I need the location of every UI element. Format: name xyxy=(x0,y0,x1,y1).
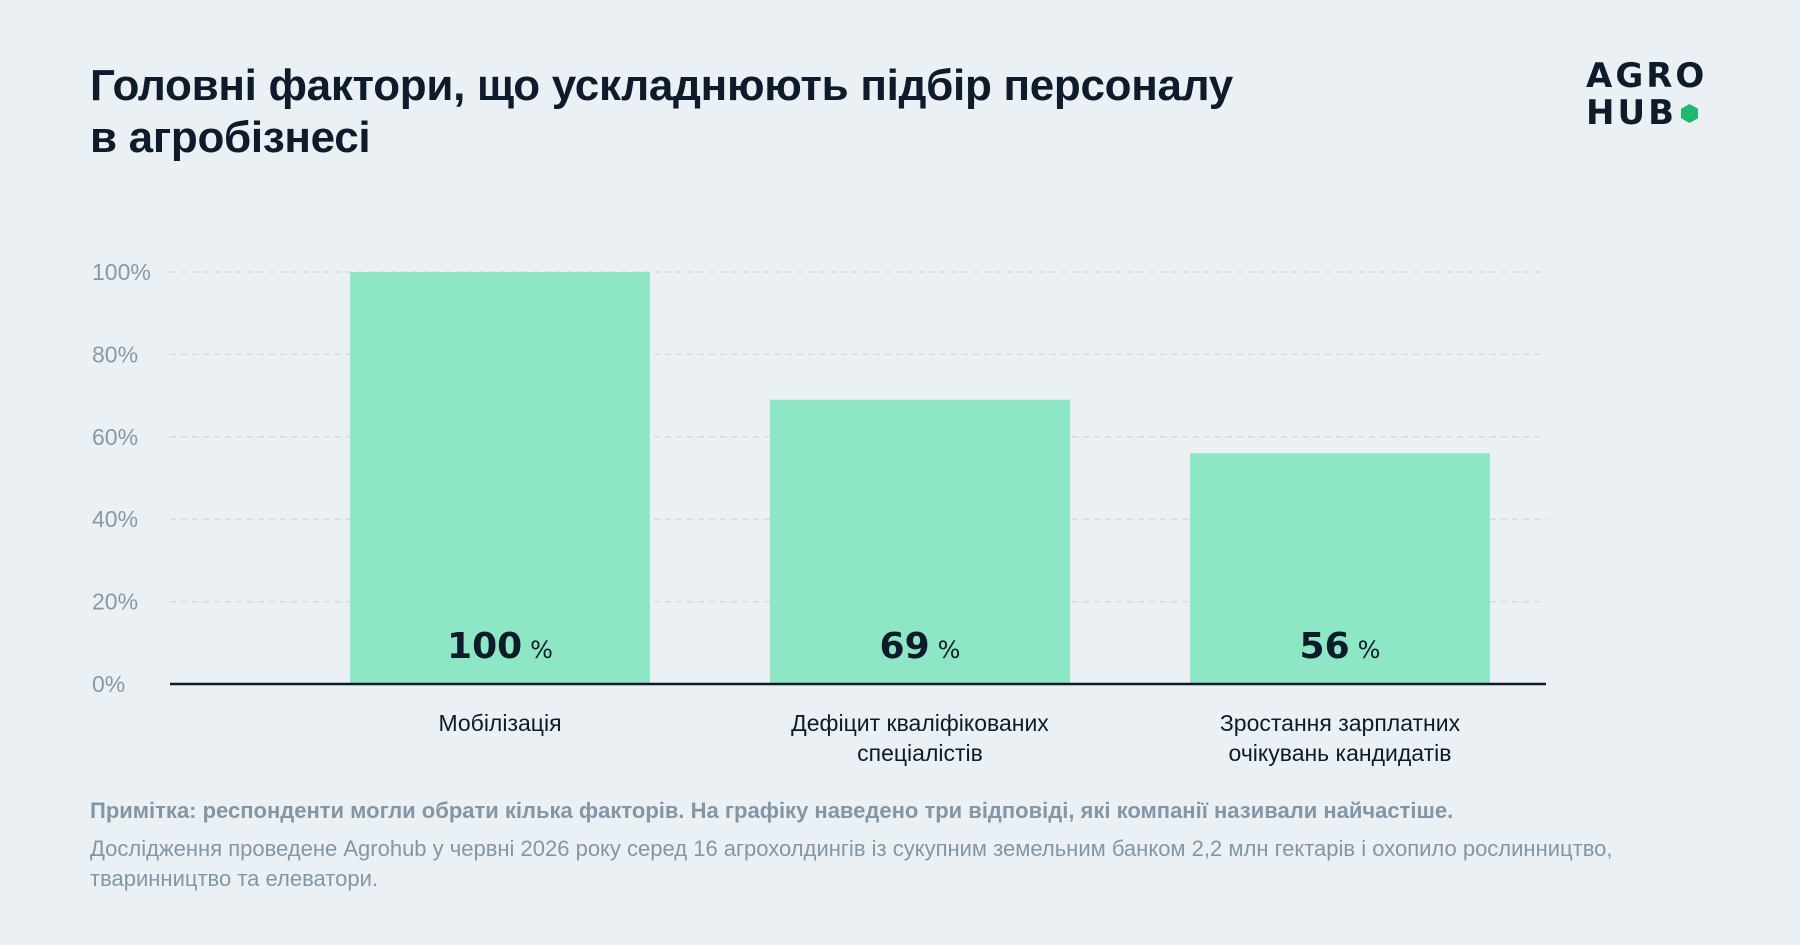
y-tick-label: 100% xyxy=(92,259,151,285)
bar-value-label: 100% xyxy=(447,626,553,667)
x-category-label: очікувань кандидатів xyxy=(1229,740,1452,766)
logo-text-line1: AGRO xyxy=(1586,56,1708,96)
bar xyxy=(770,399,1070,684)
y-tick-label: 60% xyxy=(92,424,138,450)
bar xyxy=(350,272,650,684)
x-category-label: спеціалістів xyxy=(857,740,983,766)
chart-note: Примітка: респонденти могли обрати кільк… xyxy=(90,798,1454,823)
y-tick-label: 40% xyxy=(92,506,138,532)
y-tick-label: 80% xyxy=(92,341,138,367)
chart-source: Дослідження проведене Agrohub у червні 2… xyxy=(90,836,1613,891)
x-category-label: Дефіцит кваліфікованих xyxy=(791,710,1049,736)
bar-chart: 0% 20% 40% 60% 80% 100% 100 % Мобілізація 69 % Дефі… xyxy=(92,259,1546,766)
x-category-label: Зростання зарплатних xyxy=(1220,710,1461,736)
bar-value-label: 56% xyxy=(1300,626,1381,667)
x-category-label: Мобілізація xyxy=(438,710,561,736)
agrohub-logo: AGRO HUB xyxy=(1586,58,1726,132)
chart-title: Головні фактори, що ускладнюють підбір п… xyxy=(90,61,1233,162)
bar xyxy=(1190,453,1490,684)
bar-value-label: 69% xyxy=(880,626,961,667)
y-tick-label: 0% xyxy=(92,671,125,697)
y-tick-label: 20% xyxy=(92,589,138,615)
logo-text-line2: HUB xyxy=(1586,93,1677,133)
hexagon-icon xyxy=(1680,104,1698,123)
